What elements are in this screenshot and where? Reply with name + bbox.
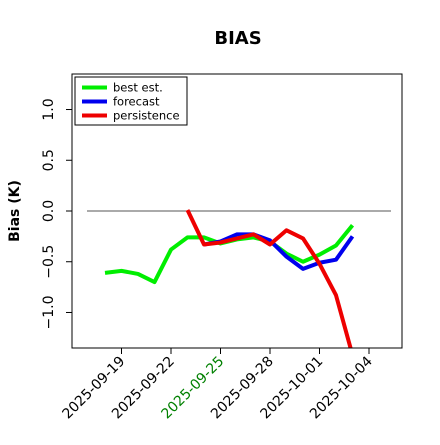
- y-tick-label: 1.0: [41, 98, 57, 120]
- legend-label: persistence: [113, 109, 180, 123]
- y-tick-label: 0.5: [41, 149, 57, 171]
- y-axis: 1.0 0.5 0.0 −0.5 −1.0: [41, 98, 72, 329]
- y-tick-label: −0.5: [41, 245, 57, 279]
- series-line-persistence: [185, 209, 353, 348]
- y-axis-label: Bias (K): [7, 180, 23, 242]
- legend-label: best est.: [113, 81, 163, 95]
- legend-label: forecast: [113, 95, 160, 109]
- series-line-forecast: [203, 232, 355, 271]
- y-tick-label: −1.0: [41, 295, 57, 329]
- series-layer: [104, 209, 355, 348]
- y-tick-label: 0.0: [41, 200, 57, 222]
- chart-title: BIAS: [214, 28, 261, 49]
